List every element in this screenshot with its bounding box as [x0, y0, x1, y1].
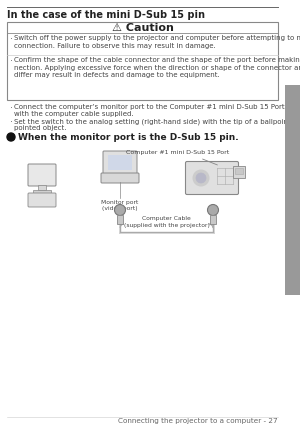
Text: with the computer cable supplied.: with the computer cable supplied.: [14, 111, 134, 117]
Bar: [285, 85, 300, 295]
Text: ·: ·: [10, 57, 13, 66]
FancyBboxPatch shape: [28, 193, 56, 207]
Circle shape: [7, 133, 15, 141]
Text: Computer #1 mini D-Sub 15 Port: Computer #1 mini D-Sub 15 Port: [126, 150, 230, 155]
FancyBboxPatch shape: [28, 164, 56, 186]
Bar: [117, 215, 123, 224]
FancyBboxPatch shape: [103, 151, 137, 175]
Text: ·: ·: [10, 35, 13, 44]
Text: Switch off the power supply to the projector and computer before attempting to m: Switch off the power supply to the proje…: [14, 35, 300, 48]
FancyBboxPatch shape: [185, 162, 239, 195]
FancyBboxPatch shape: [101, 173, 139, 183]
Text: Set the switch to the analog setting (right-hand side) with the tip of a ballpoi: Set the switch to the analog setting (ri…: [14, 118, 300, 125]
Circle shape: [208, 204, 218, 215]
Bar: [33, 190, 51, 193]
Text: ⚠ Caution: ⚠ Caution: [112, 23, 173, 32]
Bar: [233, 166, 245, 178]
Circle shape: [196, 173, 206, 183]
Circle shape: [193, 170, 209, 186]
FancyBboxPatch shape: [7, 22, 278, 100]
Text: Connect the computer’s monitor port to the Computer #1 mini D-Sub 15 Port on the: Connect the computer’s monitor port to t…: [14, 104, 300, 110]
Text: ·: ·: [10, 104, 13, 113]
Text: Computer Cable
(supplied with the projector): Computer Cable (supplied with the projec…: [124, 216, 209, 228]
Text: Connecting the projector to a computer - 27: Connecting the projector to a computer -…: [118, 418, 278, 424]
Bar: [210, 215, 216, 224]
Bar: [38, 185, 46, 190]
Text: pointed object.: pointed object.: [14, 125, 67, 131]
Text: Confirm the shape of the cable connector and the shape of the port before making: Confirm the shape of the cable connector…: [14, 57, 300, 78]
Circle shape: [115, 204, 125, 215]
Bar: [235, 168, 243, 174]
Bar: [108, 155, 132, 170]
Text: When the monitor port is the D-Sub 15 pin.: When the monitor port is the D-Sub 15 pi…: [18, 133, 239, 142]
Text: ·: ·: [10, 118, 13, 127]
Text: Monitor port
(video port): Monitor port (video port): [101, 200, 139, 211]
Text: In the case of the mini D-Sub 15 pin: In the case of the mini D-Sub 15 pin: [7, 10, 205, 20]
